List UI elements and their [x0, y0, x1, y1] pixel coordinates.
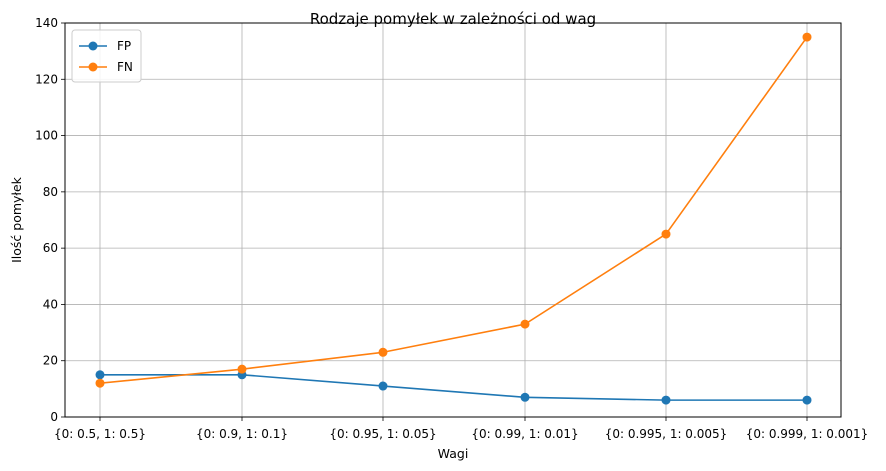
x-tick-label: {0: 0.5, 1: 0.5}: [54, 427, 146, 441]
y-axis-title: Ilość pomyłek: [9, 176, 24, 263]
series-line-fp: [100, 373, 807, 401]
x-tick-label: {0: 0.9, 1: 0.1}: [196, 427, 288, 441]
chart-title: Rodzaje pomyłek w zależności od wag: [310, 10, 596, 28]
data-point-fp: [95, 370, 105, 380]
y-tick-label: 80: [43, 185, 58, 199]
x-tick-label: {0: 0.95, 1: 0.05}: [329, 427, 436, 441]
data-point-fp: [802, 395, 812, 405]
x-tick-label: {0: 0.999, 1: 0.001}: [746, 427, 869, 441]
y-tick-label: 40: [43, 297, 58, 311]
ticks: 0 20 40 60 80 100 120 140 {0: 0.5, 1: 0.5} {0: 0.…: [35, 16, 868, 441]
legend-marker-fn: [88, 62, 98, 72]
x-tick-label: {0: 0.99, 1: 0.01}: [471, 427, 578, 441]
y-tick-label: 100: [35, 129, 58, 143]
data-point-fp: [661, 395, 671, 405]
legend: FP FN: [71, 29, 142, 83]
y-tick-label: 140: [35, 16, 58, 30]
legend-marker-fp: [88, 41, 98, 51]
grid: [65, 22, 841, 418]
x-axis-title: Wagi: [438, 446, 469, 461]
series-line-fn: [99, 36, 808, 385]
y-tick-label: 0: [50, 410, 58, 424]
data-point-fn: [520, 319, 530, 329]
data-point-fn: [95, 378, 105, 388]
data-point-fn: [237, 364, 247, 374]
y-tick-label: 20: [43, 354, 58, 368]
data-point-fn: [378, 347, 388, 357]
plot-frame: [64, 22, 842, 418]
data-point-fn: [802, 32, 812, 42]
data-point-fp: [378, 381, 388, 391]
series-layer: [95, 32, 812, 405]
data-point-fn: [661, 229, 671, 239]
data-point-fp: [520, 392, 530, 402]
y-tick-label: 60: [43, 241, 58, 255]
x-tick-label: {0: 0.995, 1: 0.005}: [605, 427, 728, 441]
legend-box: [71, 29, 142, 83]
legend-label-fn: FN: [117, 60, 133, 74]
legend-label-fp: FP: [117, 39, 131, 53]
y-tick-label: 120: [35, 72, 58, 86]
